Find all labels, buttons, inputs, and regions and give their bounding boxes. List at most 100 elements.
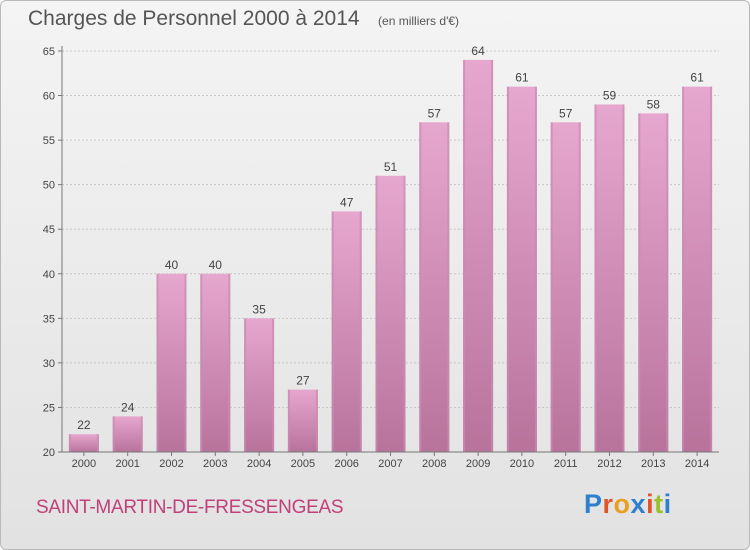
bar-edge xyxy=(682,86,685,453)
x-tick-label: 2013 xyxy=(641,458,665,470)
x-tick-label: 2012 xyxy=(597,458,621,470)
proxiti-logo: Proxiti xyxy=(584,489,672,520)
axes: 20 25 30 35 40 45 50 55 60 65 2000 2001 2002 2003 2004… xyxy=(43,46,719,470)
bar-edge xyxy=(403,175,406,452)
x-tick-label: 2005 xyxy=(291,458,315,470)
bar xyxy=(594,104,625,452)
bar-edge xyxy=(578,122,581,453)
bar xyxy=(112,416,143,452)
y-tick-label: 40 xyxy=(43,269,55,281)
logo-letter: i xyxy=(646,489,655,519)
y-tick-label: 30 xyxy=(43,358,55,370)
bar-edge xyxy=(184,273,187,452)
bar-edge xyxy=(638,113,641,452)
bar xyxy=(682,86,713,453)
bar-edge xyxy=(68,434,71,452)
x-tick-label: 2001 xyxy=(115,458,139,470)
bar-edge xyxy=(550,122,553,453)
bar-value-label: 61 xyxy=(515,71,529,85)
y-tick-label: 60 xyxy=(43,91,55,103)
y-tick-label: 65 xyxy=(43,46,55,58)
y-tick-label: 25 xyxy=(43,402,55,414)
bar-edge xyxy=(447,122,450,453)
bar-edge xyxy=(506,86,509,453)
bar xyxy=(506,86,537,453)
bar-edge xyxy=(622,104,625,452)
bar-edge xyxy=(200,273,203,452)
bar-value-label: 24 xyxy=(121,400,135,414)
bar-edge xyxy=(375,175,378,452)
bar-edge xyxy=(156,273,159,452)
logo-letter: r xyxy=(602,489,614,519)
bar-edge xyxy=(228,273,231,452)
bar xyxy=(550,122,581,453)
bar xyxy=(638,113,669,452)
bar-edge xyxy=(419,122,422,453)
bar xyxy=(200,273,231,452)
x-tick-label: 2010 xyxy=(510,458,534,470)
bar-edge xyxy=(594,104,597,452)
bar-edge xyxy=(534,86,537,453)
bar xyxy=(244,318,275,452)
bar-edge xyxy=(287,389,290,452)
y-tick-label: 20 xyxy=(43,447,55,459)
x-tick-label: 2004 xyxy=(247,458,271,470)
y-tick-label: 45 xyxy=(43,224,55,236)
bar-value-label: 59 xyxy=(603,88,617,102)
bar xyxy=(419,122,450,453)
logo-letter: x xyxy=(630,489,647,519)
y-tick-label: 50 xyxy=(43,180,55,192)
bar-value-label: 51 xyxy=(384,160,398,174)
bar xyxy=(156,273,187,452)
chart-title: Charges de Personnel 2000 à 2014 xyxy=(28,7,360,30)
bar-value-label: 40 xyxy=(165,258,179,272)
bar-edge xyxy=(710,86,713,453)
bar-edge xyxy=(666,113,669,452)
bars xyxy=(68,59,713,453)
title-row: Charges de Personnel 2000 à 2014 (en mil… xyxy=(28,7,459,35)
logo-letter: P xyxy=(584,489,603,519)
bar-edge xyxy=(331,211,334,452)
bar-edge xyxy=(140,416,143,452)
bar-edge xyxy=(96,434,99,452)
commune-name: SAINT-MARTIN-DE-FRESSENGEAS xyxy=(36,497,344,518)
bar-edge xyxy=(463,59,466,453)
logo-letter: t xyxy=(654,489,664,519)
x-tick-label: 2008 xyxy=(422,458,446,470)
x-tick-label: 2006 xyxy=(334,458,358,470)
bar xyxy=(375,175,406,452)
bar-value-label: 47 xyxy=(340,195,354,209)
bar-value-label: 61 xyxy=(690,71,704,85)
x-tick-label: 2014 xyxy=(685,458,709,470)
bar xyxy=(463,59,494,453)
bar-value-label: 27 xyxy=(296,374,310,388)
logo-letter: o xyxy=(613,489,631,519)
x-tick-label: 2000 xyxy=(72,458,96,470)
y-tick-label: 55 xyxy=(43,135,55,147)
bar xyxy=(331,211,362,452)
bar-value-label: 57 xyxy=(428,106,442,120)
bar-edge xyxy=(359,211,362,452)
bar-value-label: 40 xyxy=(209,258,223,272)
data-labels: 22 24 40 40 35 27 47 51 57 64 61 57 59 58 61 xyxy=(77,44,704,432)
bar-value-label: 64 xyxy=(471,44,485,58)
x-tick-label: 2002 xyxy=(159,458,183,470)
bar-value-label: 58 xyxy=(647,97,661,111)
y-tick-label: 35 xyxy=(43,313,55,325)
x-tick-label: 2003 xyxy=(203,458,227,470)
bar-edge xyxy=(272,318,275,452)
bar xyxy=(68,434,99,452)
bar-value-label: 57 xyxy=(559,106,573,120)
x-tick-label: 2009 xyxy=(466,458,490,470)
x-tick-label: 2007 xyxy=(378,458,402,470)
bar xyxy=(287,389,318,452)
bar-value-label: 22 xyxy=(77,418,91,432)
bar-edge xyxy=(244,318,247,452)
bar-edge xyxy=(491,59,494,453)
x-tick-label: 2011 xyxy=(554,458,578,470)
logo-letter: i xyxy=(663,489,672,519)
bar-edge xyxy=(112,416,115,452)
chart-subtitle: (en milliers d'€) xyxy=(378,14,460,28)
